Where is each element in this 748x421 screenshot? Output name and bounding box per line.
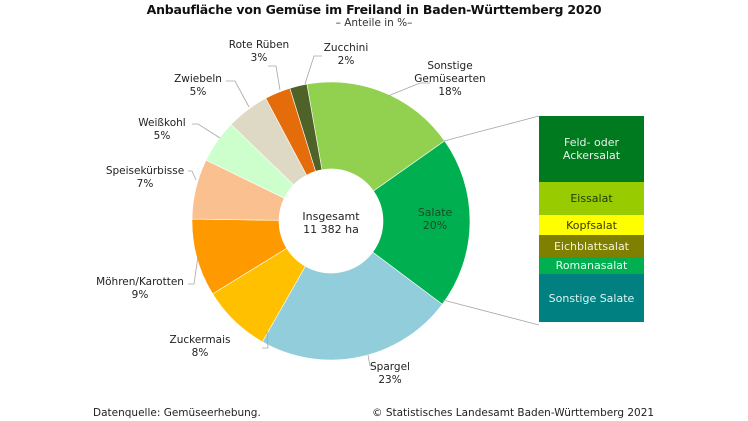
label-zwiebeln: Zwiebeln 5% <box>174 73 222 98</box>
label-salate: Salate 20% <box>417 206 453 232</box>
label-weisskohl: Weißkohl 5% <box>138 117 186 142</box>
breakdown-segment-eichblattsalat: Eichblattsalat <box>539 235 644 257</box>
donut-slice-zucchini <box>289 83 323 172</box>
donut-slice-salate <box>372 140 471 305</box>
salad-breakdown-bar: Feld- oder Ackersalat Eissalat Kopfsalat Ei… <box>539 116 644 322</box>
leader-lines <box>188 55 540 367</box>
donut-center-total: Insgesamt 11 382 ha <box>281 210 381 236</box>
copyright: © Statistisches Landesamt Baden-Württemb… <box>372 407 655 419</box>
donut-slice-sonstige-gemüsearten <box>306 81 446 192</box>
label-sonstige-gemuesearten: Sonstige Gemüsearten 18% <box>414 60 486 98</box>
label-zucchini: Zucchini 2% <box>323 42 369 67</box>
breakdown-segment-feld-oder-ackersalat: Feld- oder Ackersalat <box>539 116 644 182</box>
breakdown-segment-eissalat: Eissalat <box>539 182 644 215</box>
breakdown-segment-sonstige-salate: Sonstige Salate <box>539 274 644 322</box>
chart-subtitle: – Anteile in %– <box>335 17 413 29</box>
data-source: Datenquelle: Gemüseerhebung. <box>93 407 261 419</box>
label-zuckermais: Zuckermais 8% <box>169 334 231 359</box>
breakdown-segment-kopfsalat: Kopfsalat <box>539 215 644 235</box>
label-moehren-karotten: Möhren/Karotten 9% <box>96 276 184 301</box>
label-rote-rueben: Rote Rüben 3% <box>228 39 290 64</box>
label-speisekuerbisse: Speisekürbisse 7% <box>105 165 185 190</box>
breakdown-segment-romanasalat: Romanasalat <box>539 257 644 274</box>
total-caption: Insgesamt <box>302 210 360 223</box>
donut-slice-spargel <box>261 251 443 361</box>
label-spargel: Spargel 23% <box>370 361 410 386</box>
chart-title: Anbaufläche von Gemüse im Freiland in Ba… <box>146 2 602 17</box>
donut-slices <box>191 81 471 361</box>
total-value: 11 382 ha <box>303 223 359 236</box>
